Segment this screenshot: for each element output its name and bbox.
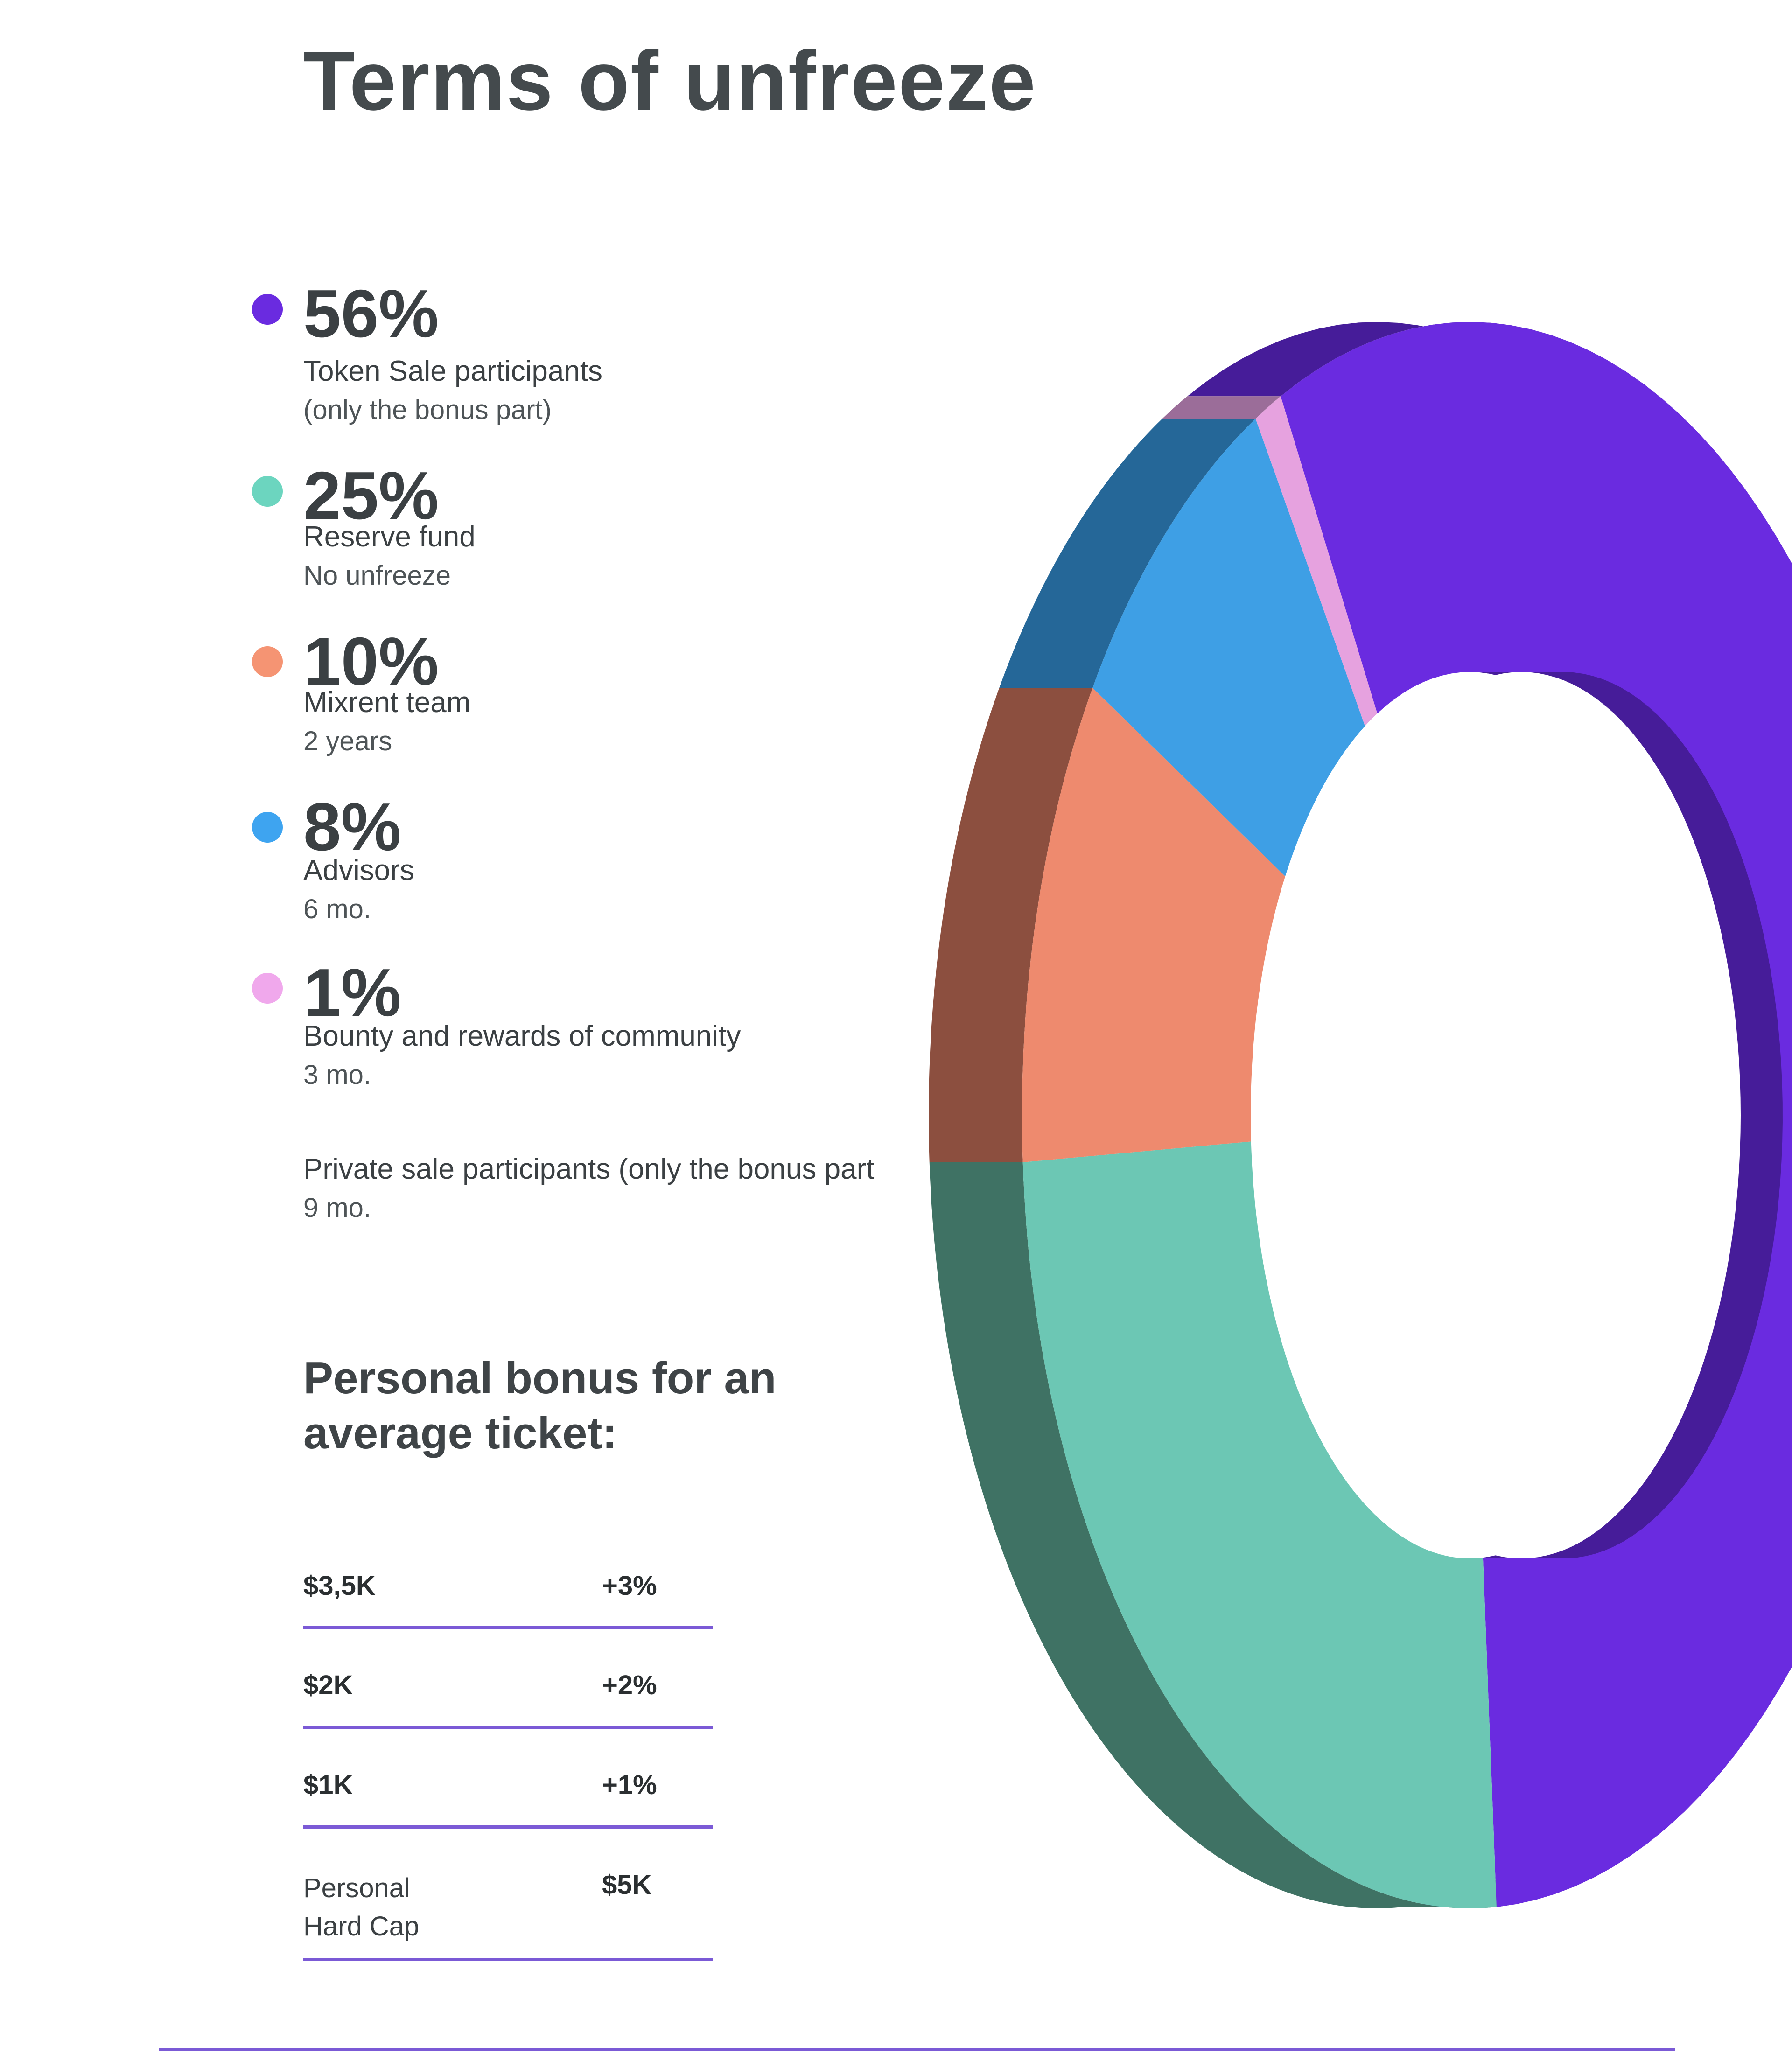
legend-percent: 10% (303, 623, 439, 699)
legend-note: 3 mo. (303, 1060, 371, 1090)
bonus-title: Personal bonus for an average ticket: (303, 1353, 777, 1458)
donut-slice-1 (1022, 1141, 1497, 1908)
bonus-row: $2K +2% (303, 1665, 713, 1729)
donut-slice-4 (1255, 396, 1378, 726)
legend-dot-reserve-fund (252, 476, 283, 507)
bonus-key: $2K (303, 1670, 353, 1700)
bonus-row: $3,5K +3% (303, 1565, 713, 1629)
bonus-key: Personal Hard Cap (303, 1873, 420, 1942)
legend-note: 6 mo. (303, 894, 371, 924)
legend-dot-advisors (252, 812, 283, 843)
bonus-value: +1% (602, 1770, 657, 1800)
legend-percent: 1% (303, 955, 401, 1030)
bonus-key: $1K (303, 1770, 353, 1800)
legend-label: Private sale participants (only the bonu… (303, 1153, 875, 1185)
legend-note: No unfreeze (303, 560, 451, 591)
legend-label: Bounty and rewards of community (303, 1020, 741, 1052)
bonus-value: $5K (602, 1870, 652, 1900)
legend-dot-token-sale (252, 294, 283, 325)
bonus-value: +3% (602, 1571, 657, 1601)
legend-note: (only the bonus part) (303, 395, 552, 425)
donut-side-4 (1162, 396, 1281, 419)
legend-note: 9 mo. (303, 1193, 371, 1223)
legend-percent: 8% (303, 789, 401, 865)
page-title: Terms of unfreeze (303, 34, 1037, 128)
legend-label: Mixrent team (303, 686, 471, 719)
donut-side-3 (999, 419, 1256, 688)
legend-percent: 56% (303, 276, 439, 351)
bonus-row: $1K +1% (303, 1765, 713, 1829)
bonus-value: +2% (602, 1670, 657, 1700)
donut-side-1 (929, 1162, 1497, 1908)
donut-slice-2 (1022, 688, 1286, 1162)
bonus-row: Personal Hard Cap $5K (303, 1865, 713, 1961)
donut-slice-0 (1281, 322, 1792, 1907)
bonus-key: $3,5K (303, 1571, 376, 1601)
legend-dot-bounty (252, 973, 283, 1004)
legend-label: Advisors (303, 854, 414, 887)
legend-percent: 25% (303, 458, 439, 533)
legend-label: Reserve fund (303, 521, 476, 553)
legend-note: 2 years (303, 726, 392, 756)
bottom-rule (159, 2048, 1675, 2051)
legend-dot-mixrent-team (252, 646, 283, 677)
legend-label: Token Sale participants (303, 355, 603, 387)
donut-hole (1302, 672, 1741, 1558)
donut-side-2 (929, 688, 1093, 1162)
donut-slice-3 (1092, 419, 1365, 877)
